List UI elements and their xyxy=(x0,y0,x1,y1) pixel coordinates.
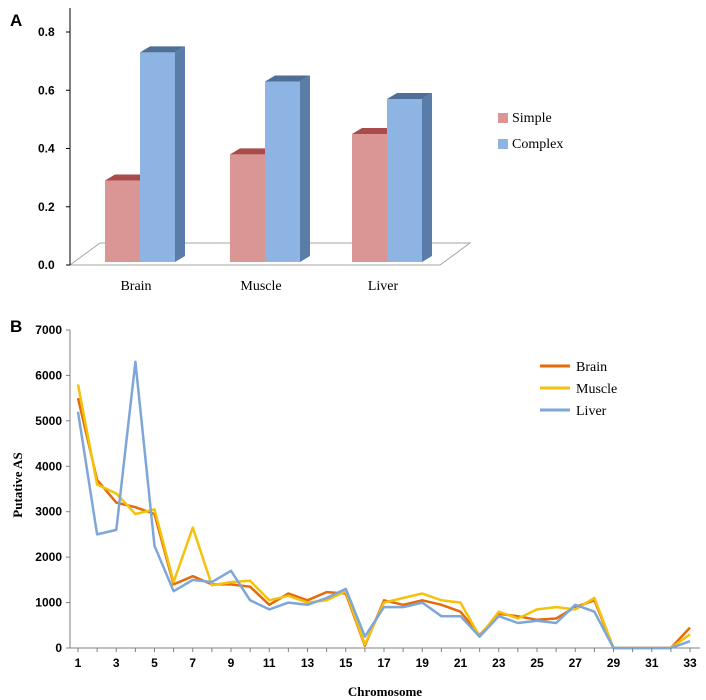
panel-b-label: B xyxy=(10,317,22,336)
legend-label: Brain xyxy=(576,360,607,375)
x-tick-label: 29 xyxy=(607,656,621,670)
legend-label: Simple xyxy=(512,111,552,126)
y-tick-label: 0.8 xyxy=(38,25,55,39)
line-chart-axes xyxy=(69,330,700,649)
bar-simple-liver xyxy=(352,133,387,262)
x-tick-label: 15 xyxy=(339,656,353,670)
legend-swatch-complex xyxy=(498,139,508,149)
x-tick-label: 9 xyxy=(228,656,235,670)
y-tick-label: 1000 xyxy=(35,596,62,610)
bar-top-face xyxy=(387,92,432,99)
x-tick-label: 1 xyxy=(75,656,82,670)
legend-label: Complex xyxy=(512,137,563,152)
bar-simple-brain xyxy=(105,180,140,262)
y-tick-label: 0.2 xyxy=(38,200,55,214)
y-tick-label: 0 xyxy=(55,641,62,655)
y-tick-label: 5000 xyxy=(35,414,62,428)
bar-top-face xyxy=(265,75,310,82)
legend-label: Liver xyxy=(576,404,607,419)
bar-chart-y-ticks: 0.0 0.2 0.4 0.6 0.8 xyxy=(38,25,70,272)
series-line-muscle xyxy=(76,384,691,650)
bar-top-face xyxy=(352,127,397,134)
x-tick-label: 21 xyxy=(454,656,468,670)
chart-floor xyxy=(68,242,472,266)
bar-side-face xyxy=(175,46,185,263)
y-tick-label: 4000 xyxy=(35,459,62,473)
x-tick-label: 13 xyxy=(301,656,315,670)
x-tick-label: 3 xyxy=(113,656,120,670)
x-tick-label: 19 xyxy=(416,656,430,670)
category-label: Brain xyxy=(120,279,151,294)
x-tick-label: 7 xyxy=(189,656,196,670)
y-tick-label: 0.6 xyxy=(38,83,55,97)
bar-complex-brain xyxy=(140,52,175,263)
legend-label: Muscle xyxy=(576,382,617,397)
panel-a-label: A xyxy=(10,11,22,30)
x-tick-label: 33 xyxy=(683,656,697,670)
bar-top-face xyxy=(140,46,185,53)
bar-side-face xyxy=(422,92,432,262)
x-tick-label: 17 xyxy=(377,656,391,670)
y-axis-label: Putative AS xyxy=(10,452,25,517)
x-tick-label: 25 xyxy=(530,656,544,670)
line-chart-series xyxy=(76,360,691,650)
x-tick-label: 5 xyxy=(151,656,158,670)
bar-simple-muscle xyxy=(230,154,265,262)
bar-top-face xyxy=(105,174,150,181)
x-tick-label: 11 xyxy=(263,656,276,670)
bar-chart-legend: Simple Complex xyxy=(498,111,563,152)
y-tick-label: 3000 xyxy=(35,505,62,519)
x-tick-label: 31 xyxy=(645,656,659,670)
x-tick-label: 27 xyxy=(569,656,583,670)
y-tick-label: 7000 xyxy=(35,323,62,337)
bar-chart-bars xyxy=(105,46,432,263)
series-line-liver xyxy=(76,360,691,650)
y-tick-label: 0.4 xyxy=(38,142,55,156)
y-tick-label: 6000 xyxy=(35,368,62,382)
bar-top-face xyxy=(230,148,275,155)
bar-complex-liver xyxy=(387,98,422,262)
legend-swatch-simple xyxy=(498,113,508,123)
x-tick-label: 23 xyxy=(492,656,506,670)
line-chart-legend: Brain Muscle Liver xyxy=(540,360,617,419)
bar-side-face xyxy=(300,75,310,262)
bar-chart-axes xyxy=(68,8,472,266)
bar-chart-categories: Brain Muscle Liver xyxy=(120,279,398,294)
category-label: Muscle xyxy=(240,279,281,294)
bar-complex-muscle xyxy=(265,81,300,262)
category-label: Liver xyxy=(368,279,399,294)
y-tick-label: 0.0 xyxy=(38,258,55,272)
y-tick-label: 2000 xyxy=(35,550,62,564)
x-axis-label: Chromosome xyxy=(348,684,422,699)
